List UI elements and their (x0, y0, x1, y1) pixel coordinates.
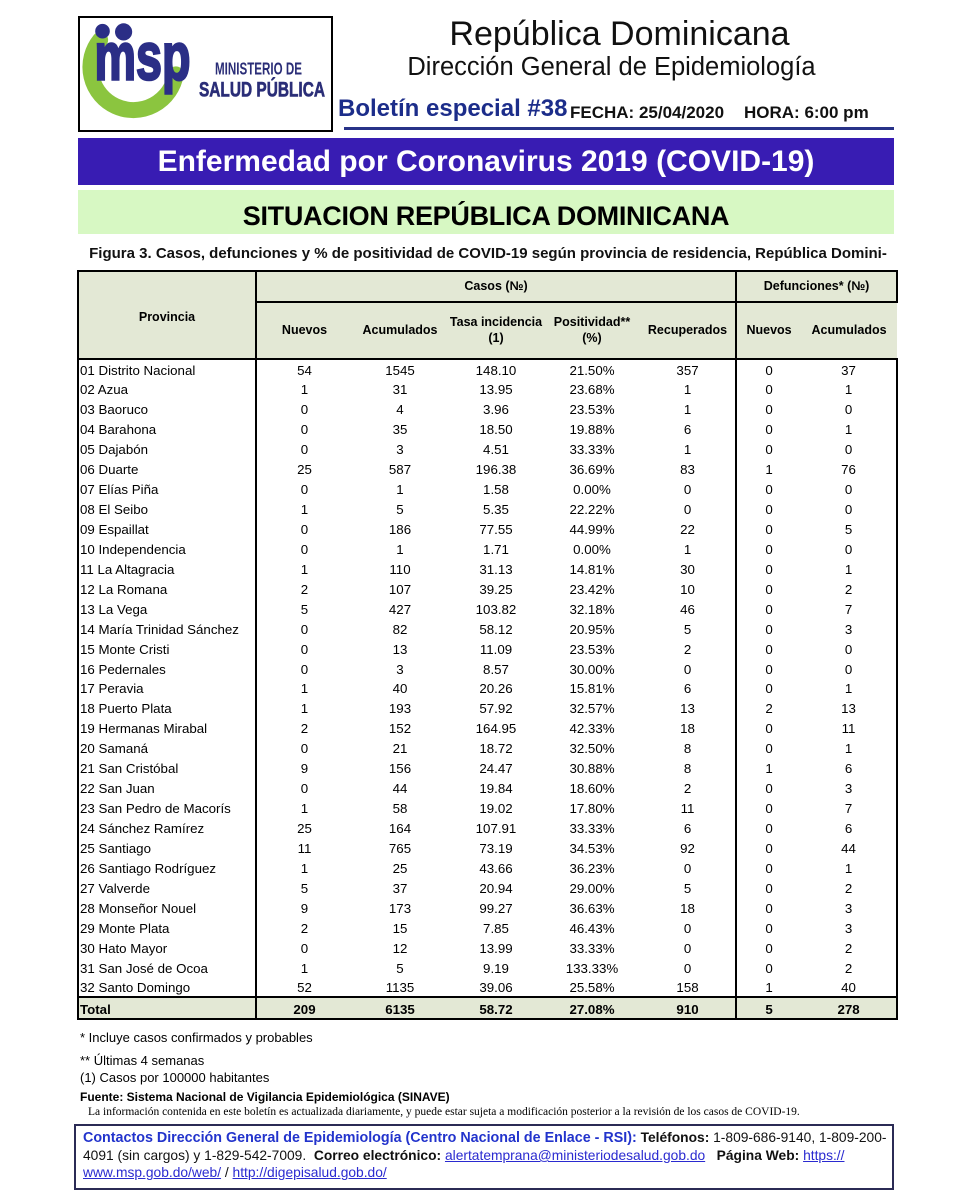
svg-text:SALUD PÚBLICA: SALUD PÚBLICA (199, 78, 325, 102)
svg-text:MINISTERIO DE: MINISTERIO DE (215, 59, 302, 79)
